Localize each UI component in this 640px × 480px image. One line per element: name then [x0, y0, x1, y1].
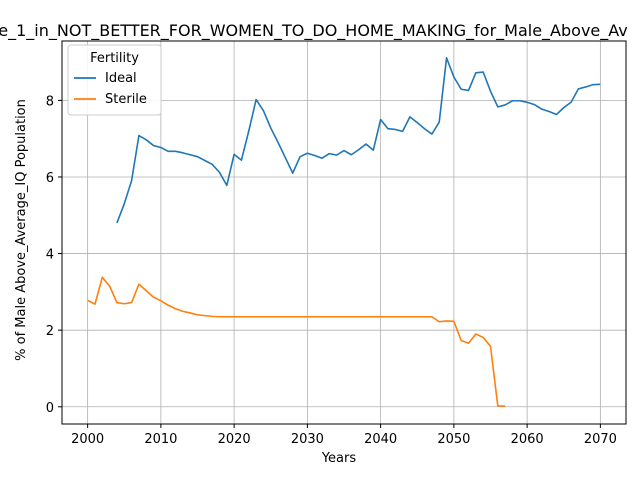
plot-frame	[61, 40, 627, 425]
x-tick-label: 2040	[364, 432, 397, 447]
legend-title: Fertility	[90, 51, 139, 66]
y-tick-label: 0	[46, 401, 54, 416]
y-tick-label: 8	[46, 94, 54, 109]
grid	[62, 41, 626, 424]
x-tick-label: 2050	[437, 432, 470, 447]
legend-entry-sterile: Sterile	[105, 92, 147, 107]
x-tick-label: 2070	[584, 432, 617, 447]
x-tick-label: 2010	[144, 432, 177, 447]
y-tick-label: 2	[46, 324, 54, 339]
x-axis-label: Years	[321, 451, 357, 466]
x-tick-label: 2060	[511, 432, 544, 447]
x-tick-label: 2020	[218, 432, 251, 447]
y-tick-label: 6	[46, 171, 54, 186]
series-line-ideal	[116, 57, 601, 224]
y-tick-label: 4	[46, 248, 54, 263]
series-lines	[87, 57, 601, 407]
x-tick-label: 2000	[71, 432, 104, 447]
chart-title: e_1_in_NOT_BETTER_FOR_WOMEN_TO_DO_HOME_M…	[0, 21, 628, 41]
x-axis-ticks: 2000 2010 2020 2030 2040 2050 2060 2070	[71, 424, 617, 447]
y-axis-ticks: 0 2 4 6 8	[46, 94, 62, 416]
legend-box	[67, 44, 162, 116]
x-tick-label: 2030	[291, 432, 324, 447]
y-axis-label: % of Male Above_Average_IQ Population	[14, 99, 29, 361]
legend-entry-ideal: Ideal	[105, 71, 137, 86]
series-line-sterile	[87, 276, 506, 407]
legend: Fertility Ideal Sterile	[67, 44, 162, 116]
